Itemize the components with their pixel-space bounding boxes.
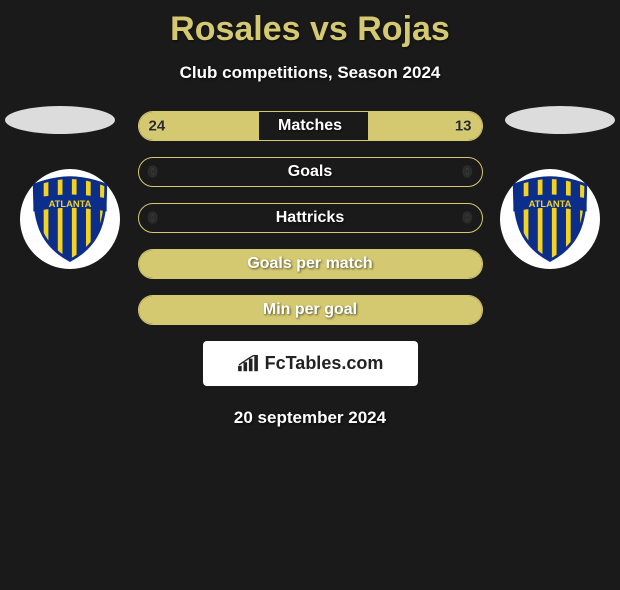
- stat-value-left: 0: [149, 164, 157, 181]
- club-badge-right: ATLANTA: [500, 169, 600, 269]
- stat-label: Matches: [278, 117, 342, 135]
- crest-text: ATLANTA: [49, 198, 92, 209]
- stat-label: Min per goal: [263, 301, 357, 319]
- player-right-oval: [505, 106, 615, 134]
- bar-chart-icon: [237, 355, 259, 373]
- stat-row-min-per-goal: Min per goal: [138, 295, 483, 325]
- stat-row-goals-per-match: Goals per match: [138, 249, 483, 279]
- player-left-oval: [5, 106, 115, 134]
- stat-label: Hattricks: [276, 209, 344, 227]
- comparison-layout: ATLANTA ATLANTA 24 Matches: [0, 111, 620, 428]
- date-label: 20 september 2024: [0, 408, 620, 428]
- stats-list: 24 Matches 13 0 Goals 0 0 Hattricks 0 Go…: [138, 111, 483, 325]
- subtitle: Club competitions, Season 2024: [0, 63, 620, 83]
- stat-label: Goals per match: [247, 255, 372, 273]
- crest-text: ATLANTA: [529, 198, 572, 209]
- stat-value-right: 13: [455, 118, 472, 135]
- stat-row-hattricks: 0 Hattricks 0: [138, 203, 483, 233]
- brand-text: FcTables.com: [265, 353, 384, 374]
- brand-box[interactable]: FcTables.com: [203, 341, 418, 386]
- stat-label: Goals: [288, 163, 332, 181]
- club-crest-icon: ATLANTA: [23, 172, 117, 266]
- stat-value-left: 0: [149, 210, 157, 227]
- stat-row-goals: 0 Goals 0: [138, 157, 483, 187]
- page-title: Rosales vs Rojas: [0, 10, 620, 49]
- stat-value-left: 24: [149, 118, 166, 135]
- stat-row-matches: 24 Matches 13: [138, 111, 483, 141]
- stat-value-right: 0: [463, 210, 471, 227]
- club-badge-left: ATLANTA: [20, 169, 120, 269]
- club-crest-icon: ATLANTA: [503, 172, 597, 266]
- stat-value-right: 0: [463, 164, 471, 181]
